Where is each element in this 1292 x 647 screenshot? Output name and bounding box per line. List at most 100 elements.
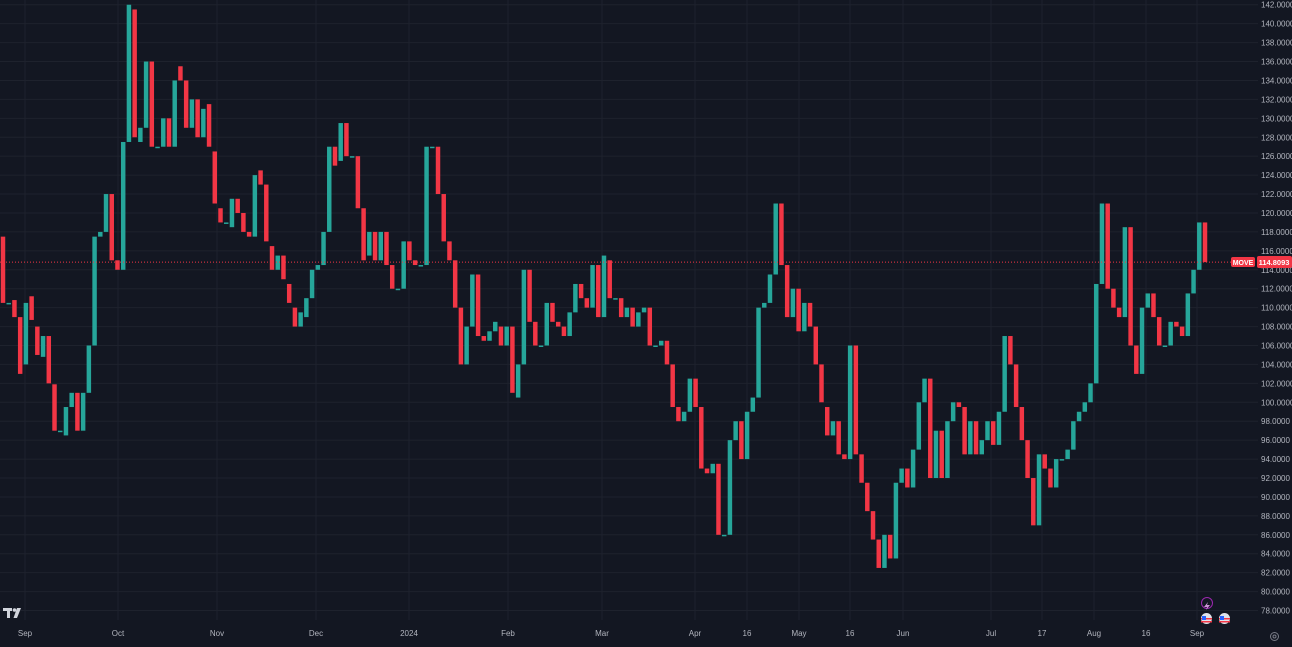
candle: [550, 302, 555, 322]
y-tick-label: 132.0000: [1261, 95, 1292, 104]
y-tick-label: 96.0000: [1261, 436, 1290, 445]
candle: [338, 123, 343, 161]
candle: [922, 378, 927, 403]
candle: [424, 146, 429, 266]
candle: [298, 312, 303, 327]
candle: [344, 123, 349, 157]
y-tick-label: 114.0000: [1261, 266, 1292, 275]
y-tick-label: 118.0000: [1261, 228, 1292, 237]
candle: [899, 468, 904, 483]
y-tick-label: 108.0000: [1261, 323, 1292, 332]
x-tick-label: 16: [1142, 629, 1151, 638]
y-tick-label: 142.0000: [1261, 1, 1292, 10]
lightning-icon[interactable]: [1201, 597, 1213, 610]
candlestick-series: [0, 4, 1208, 568]
candle: [1139, 307, 1145, 374]
candle: [292, 307, 298, 327]
settings-gear-icon[interactable]: [1269, 629, 1280, 641]
candle: [1013, 364, 1019, 408]
candle: [985, 421, 990, 441]
candle: [578, 283, 584, 299]
y-tick-label: 120.0000: [1261, 209, 1292, 218]
candle: [584, 298, 590, 308]
x-tick-label: Aug: [1087, 629, 1101, 638]
grid-lines: [0, 0, 1258, 620]
current-price-tag-bg: [1257, 256, 1292, 268]
candle: [802, 302, 807, 332]
y-tick-label: 82.0000: [1261, 569, 1290, 578]
candle: [389, 265, 395, 289]
y-tick-label: 116.0000: [1261, 247, 1292, 256]
candle: [132, 9, 137, 138]
candle: [939, 430, 944, 479]
candle: [223, 222, 229, 224]
candle: [699, 407, 704, 469]
candle: [327, 146, 332, 232]
candle: [447, 241, 452, 261]
y-tick-label: 80.0000: [1261, 588, 1290, 597]
candle: [1162, 345, 1168, 347]
candle: [189, 99, 195, 128]
candle: [435, 146, 441, 195]
candle: [807, 302, 813, 327]
candle: [1151, 293, 1156, 318]
candle: [149, 61, 155, 147]
candle: [304, 298, 309, 318]
y-tick-label: 138.0000: [1261, 39, 1292, 48]
candle: [470, 274, 475, 327]
candle: [52, 384, 57, 431]
candle: [367, 231, 372, 256]
y-tick-label: 112.0000: [1261, 285, 1292, 294]
candle: [733, 421, 738, 441]
candle: [710, 463, 715, 474]
candle: [321, 231, 326, 266]
candle: [676, 407, 681, 422]
time-axis[interactable]: Sep Oct Nov Dec 2024 Feb Mar Apr 16 May 16 Jun Jul 17…: [18, 629, 1205, 638]
candle: [275, 255, 280, 270]
us-flag-event-icon[interactable]: [1201, 613, 1212, 624]
candle: [361, 208, 366, 261]
candle: [80, 392, 86, 431]
x-tick-label: 16: [846, 629, 855, 638]
candle: [372, 231, 378, 261]
candle: [1076, 411, 1082, 422]
candle: [138, 127, 143, 142]
candle: [155, 146, 160, 149]
candle: [1156, 317, 1162, 346]
candle: [876, 539, 881, 568]
candle: [887, 534, 893, 559]
candle: [968, 421, 973, 455]
price-axis[interactable]: 78.0000 80.0000 82.0000 84.0000 86.0000 88.00…: [1261, 1, 1292, 616]
candle: [349, 156, 355, 158]
us-flag-event-icon[interactable]: [1219, 613, 1230, 624]
candle: [0, 236, 6, 303]
candle: [613, 298, 618, 300]
candle: [1053, 459, 1059, 488]
candle: [269, 246, 275, 270]
candle: [950, 402, 956, 422]
candle: [92, 236, 97, 346]
candle: [996, 411, 1002, 445]
candle: [830, 421, 836, 436]
candle: [504, 326, 509, 346]
candle: [687, 378, 693, 412]
candle: [441, 194, 446, 242]
candle: [990, 421, 996, 445]
candle: [618, 298, 624, 318]
x-tick-label: Jun: [897, 629, 910, 638]
candle: [979, 440, 985, 455]
candle: [653, 345, 658, 347]
candle: [1025, 440, 1030, 479]
candle: [1128, 227, 1133, 346]
candle: [412, 260, 418, 266]
candle: [241, 212, 246, 232]
candle: [865, 482, 870, 512]
candle: [183, 80, 189, 128]
current-price-label: 114.8093: [1259, 258, 1290, 267]
y-tick-label: 104.0000: [1261, 360, 1292, 369]
candle: [916, 402, 922, 450]
candle: [555, 321, 561, 327]
candle: [945, 421, 950, 479]
tradingview-logo-icon[interactable]: [3, 606, 25, 620]
